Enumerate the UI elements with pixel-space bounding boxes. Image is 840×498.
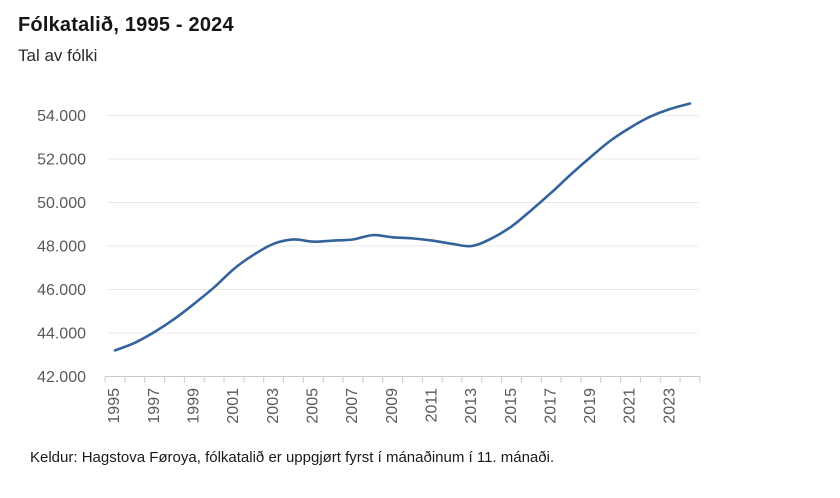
source-note: Keldur: Hagstova Føroya, fólkatalið er u… bbox=[30, 449, 555, 466]
y-axis-label: 50.000 bbox=[37, 195, 86, 212]
x-axis-label: 2019 bbox=[582, 388, 599, 424]
population-series-line bbox=[113, 102, 692, 352]
x-axis-label: 1999 bbox=[186, 388, 203, 424]
y-axis-label: 42.000 bbox=[37, 369, 86, 386]
x-axis-label: 2003 bbox=[265, 388, 282, 424]
y-axis-label: 52.000 bbox=[37, 152, 86, 169]
x-axis-label: 2017 bbox=[542, 388, 559, 424]
x-axis-label: 2015 bbox=[503, 388, 520, 424]
y-axis-label: 54.000 bbox=[37, 108, 86, 125]
x-axis-label: 2011 bbox=[423, 388, 440, 423]
x-axis-label: 2005 bbox=[304, 388, 321, 424]
x-axis-label: 2023 bbox=[661, 388, 678, 424]
x-axis-label: 1995 bbox=[106, 388, 123, 424]
x-axis-label: 2007 bbox=[344, 388, 361, 424]
x-axis-label: 2013 bbox=[463, 388, 480, 424]
chart-subtitle: Tal av fólki bbox=[18, 46, 98, 65]
y-axis-label: 46.000 bbox=[37, 282, 86, 299]
x-axis-label: 2009 bbox=[384, 388, 401, 424]
chart-title: Fólkatalið, 1995 - 2024 bbox=[18, 14, 234, 36]
x-axis-label: 1997 bbox=[146, 388, 163, 424]
x-axis-label: 2001 bbox=[225, 388, 242, 424]
y-axis-label: 48.000 bbox=[37, 239, 86, 256]
x-axis-label: 2021 bbox=[622, 388, 639, 424]
y-axis-label: 44.000 bbox=[37, 326, 86, 343]
